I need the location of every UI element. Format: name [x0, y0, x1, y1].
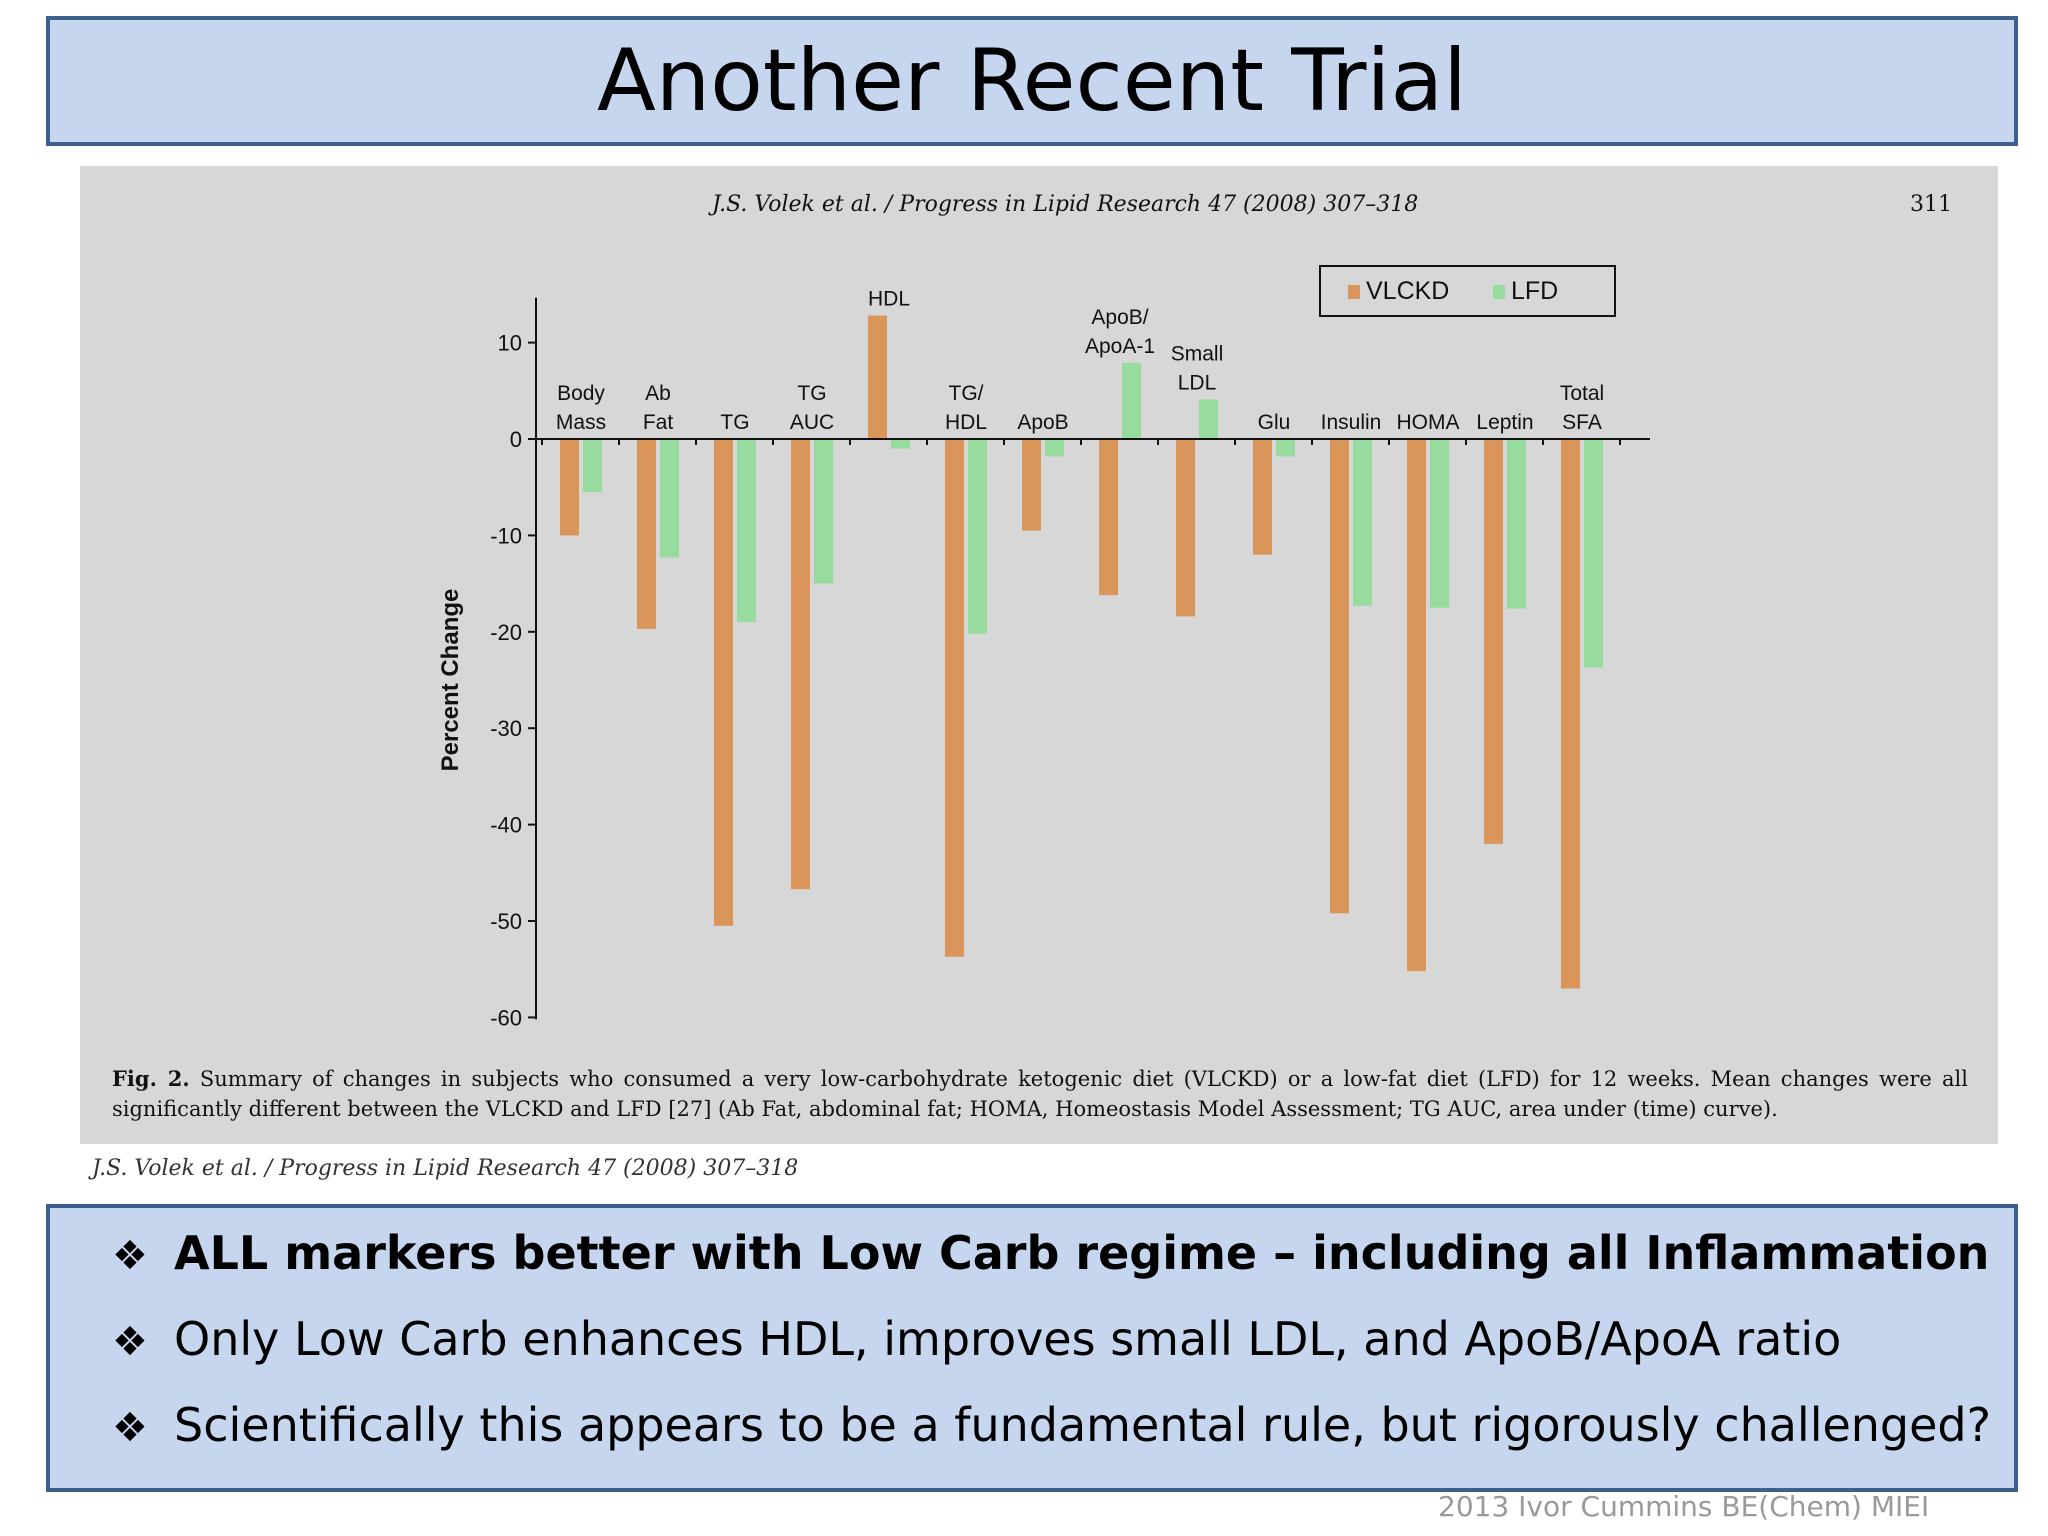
bar-lfd	[968, 439, 987, 634]
bar-lfd	[1199, 399, 1218, 439]
bar-lfd	[1276, 439, 1295, 457]
slide-title: Another Recent Trial	[596, 31, 1468, 131]
y-tick-label: 0	[510, 427, 522, 452]
category-label: TG	[720, 411, 749, 434]
y-tick-label: -20	[490, 620, 522, 645]
category-label: LDL	[1178, 371, 1217, 394]
bar-lfd	[814, 439, 833, 584]
bullet-2-text: Only Low Carb enhances HDL, improves sma…	[174, 1312, 1842, 1366]
bar-vlckd	[560, 439, 579, 536]
bar-lfd	[1584, 439, 1603, 668]
legend-box	[1319, 265, 1616, 317]
category-label: AUC	[790, 411, 834, 434]
bar-lfd	[583, 439, 602, 493]
y-tick-label: -40	[490, 813, 522, 838]
category-label: Ab	[645, 382, 671, 405]
bullet-marker: ❖	[112, 1319, 148, 1365]
bar-vlckd	[1099, 439, 1118, 596]
bar-vlckd	[791, 439, 810, 890]
bar-vlckd	[1407, 439, 1426, 972]
category-label: ApoB	[1017, 411, 1068, 434]
category-label: Glu	[1258, 411, 1291, 434]
page-number: 311	[1910, 192, 1952, 217]
bar-lfd	[737, 439, 756, 623]
bar-chart: 10 0 -10 -20 -30 -40 -50 -60 Percent Change Body M…	[437, 265, 1650, 1030]
journal-header: J.S. Volek et al. / Progress in Lipid Re…	[712, 192, 1419, 217]
bullet-2: ❖ Only Low Carb enhances HDL, improves sm…	[112, 1312, 1841, 1366]
category-label: Small	[1171, 342, 1224, 365]
bar-vlckd	[714, 439, 733, 926]
legend-label-vlckd: VLCKD	[1366, 277, 1449, 305]
category-label: ApoA-1	[1085, 335, 1155, 358]
bullet-1: ❖ ALL markers better with Low Carb regime…	[112, 1226, 1989, 1280]
caption-text: Summary of changes in subjects who consu…	[112, 1067, 1968, 1121]
bullet-marker: ❖	[112, 1233, 148, 1279]
bar-vlckd	[1330, 439, 1349, 914]
y-axis-label: Percent Change	[437, 589, 464, 772]
category-label: Insulin	[1321, 411, 1382, 434]
bar-vlckd	[637, 439, 656, 629]
bar-vlckd	[945, 439, 964, 957]
bullet-1-text: ALL markers better with Low Carb regime …	[174, 1226, 1990, 1280]
category-label: HOMA	[1397, 411, 1460, 434]
bullets-box: ❖ ALL markers better with Low Carb regime…	[46, 1204, 2018, 1492]
legend-swatch-lfd	[1493, 285, 1505, 299]
figure-panel: J.S. Volek et al. / Progress in Lipid Re…	[80, 166, 1998, 1144]
y-tick-label: -30	[490, 716, 522, 741]
bar-vlckd	[1561, 439, 1580, 989]
category-label: SFA	[1562, 411, 1602, 434]
bar-lfd	[1122, 362, 1141, 439]
category-label: Fat	[643, 411, 674, 434]
bullet-3-text: Scientifically this appears to be a fund…	[174, 1398, 1992, 1452]
y-tick-label: -60	[490, 1005, 522, 1030]
y-tick-label: -10	[490, 523, 522, 548]
category-label: Mass	[556, 411, 606, 434]
bar-vlckd	[1484, 439, 1503, 844]
bar-lfd	[1045, 439, 1064, 457]
category-label: Leptin	[1476, 411, 1533, 434]
bar-vlckd	[1253, 439, 1272, 555]
slide-title-box: Another Recent Trial	[46, 16, 2018, 146]
bar-lfd	[660, 439, 679, 558]
category-label: TG	[797, 382, 826, 405]
bar-lfd	[891, 439, 910, 449]
category-label: HDL	[868, 288, 910, 311]
bar-lfd	[1507, 439, 1526, 609]
bar-lfd	[1353, 439, 1372, 606]
figure-caption: Fig. 2. Summary of changes in subjects w…	[112, 1064, 1968, 1124]
citation: J.S. Volek et al. / Progress in Lipid Re…	[92, 1156, 799, 1181]
footer-credit: 2013 Ivor Cummins BE(Chem) MIEI	[1438, 1490, 1930, 1523]
category-label: Body	[557, 382, 605, 405]
bullet-marker: ❖	[112, 1405, 148, 1451]
bullet-3: ❖ Scientifically this appears to be a fun…	[112, 1398, 1991, 1452]
caption-label: Fig. 2.	[112, 1066, 190, 1091]
category-label: ApoB/	[1091, 306, 1148, 329]
bar-vlckd	[1022, 439, 1041, 531]
legend-label-lfd: LFD	[1511, 277, 1558, 305]
category-label: Total	[1560, 382, 1604, 405]
category-label: TG/	[949, 382, 984, 405]
category-label: HDL	[945, 411, 987, 434]
y-tick-label: -50	[490, 909, 522, 934]
bar-vlckd	[868, 315, 887, 439]
y-tick-label: 10	[498, 331, 522, 356]
bar-vlckd	[1176, 439, 1195, 617]
legend-swatch-vlckd	[1348, 285, 1360, 299]
bar-lfd	[1430, 439, 1449, 608]
